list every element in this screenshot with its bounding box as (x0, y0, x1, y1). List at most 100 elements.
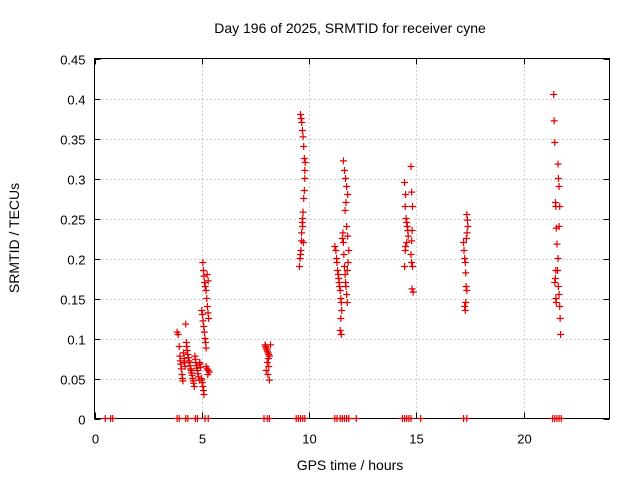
data-point-marker (188, 371, 196, 379)
data-point-marker (342, 283, 350, 290)
data-point-marker (339, 229, 347, 237)
data-point-marker (555, 291, 563, 298)
data-point-marker (204, 371, 212, 378)
data-point-marker (343, 223, 351, 230)
x-tick-label: 5 (199, 432, 206, 447)
data-point-marker (461, 307, 469, 314)
data-point-marker (407, 415, 415, 422)
data-point-marker (295, 263, 303, 270)
data-point-marker (460, 239, 468, 246)
data-point-marker (190, 383, 198, 390)
data-point-marker (462, 299, 470, 306)
data-point-marker (299, 133, 307, 141)
data-point-marker (265, 363, 273, 370)
data-point-marker (342, 199, 350, 206)
data-point-marker (175, 343, 183, 350)
data-point-marker (463, 211, 471, 218)
data-point-marker (204, 277, 212, 285)
data-point-marker (299, 208, 307, 216)
data-point-marker (550, 117, 558, 125)
data-point-marker (409, 288, 417, 296)
data-point-marker (204, 415, 212, 422)
data-point-marker (185, 359, 193, 366)
data-point-marker (550, 91, 558, 98)
data-point-marker (342, 175, 350, 182)
data-point-marker (196, 360, 204, 368)
data-point-marker (409, 203, 417, 210)
data-point-marker (300, 143, 308, 150)
data-point-marker (401, 247, 409, 254)
data-point-marker (202, 344, 210, 352)
data-point-marker (338, 307, 346, 314)
data-point-marker (205, 315, 213, 322)
data-point-marker (462, 235, 470, 242)
data-point-marker (463, 415, 471, 422)
data-point-marker (556, 303, 564, 310)
data-point-marker (556, 315, 564, 322)
data-point-marker (337, 299, 345, 306)
data-point-marker (336, 283, 344, 290)
data-point-marker (407, 163, 415, 170)
data-point-marker (403, 239, 411, 246)
data-point-marker (404, 232, 412, 240)
data-point-marker (401, 263, 409, 270)
data-point-marker (199, 259, 207, 266)
data-point-marker (109, 415, 117, 422)
data-point-marker (300, 155, 308, 162)
data-point-marker (463, 229, 471, 237)
data-point-marker (554, 283, 562, 290)
x-tick-label: 0 (92, 432, 99, 447)
y-tick-label: 0.45 (60, 53, 85, 68)
data-point-marker (266, 341, 274, 349)
data-point-marker (460, 247, 468, 254)
grid (94, 58, 610, 419)
data-point-marker (407, 251, 415, 258)
data-point-marker (337, 331, 345, 338)
data-point-marker (202, 287, 210, 294)
data-point-marker (461, 259, 469, 266)
data-point-marker (300, 195, 308, 202)
data-point-marker (408, 285, 416, 293)
data-point-marker (341, 207, 349, 214)
axis-ticks: 0 0.05 0.1 0.15 0.2 0.25 0.3 0.35 0.4 0.45 0 5 10 15 2… (60, 53, 610, 447)
data-point-marker (334, 267, 342, 274)
data-point-marker (301, 175, 309, 182)
data-point-marker (463, 287, 471, 294)
data-point-marker (263, 347, 271, 355)
data-point-marker (337, 315, 345, 322)
data-point-marker (553, 240, 561, 248)
data-point-marker (463, 216, 471, 224)
data-point-marker (184, 415, 192, 422)
data-point-marker (336, 287, 344, 294)
data-point-marker (200, 328, 208, 336)
data-point-marker (199, 383, 207, 390)
data-point-marker (344, 259, 352, 266)
data-point-marker (402, 191, 410, 198)
data-point-marker (183, 347, 191, 354)
data-point-marker (336, 327, 344, 334)
data-point-marker (301, 415, 309, 422)
x-axis-label: GPS time / hours (297, 457, 404, 473)
data-point-marker (265, 376, 273, 384)
data-point-marker (175, 415, 183, 422)
data-point-marker (557, 415, 565, 422)
data-point-marker (343, 267, 351, 274)
y-tick-label: 0.4 (67, 93, 85, 108)
data-point-marker (343, 291, 351, 298)
data-point-marker (197, 363, 205, 371)
data-point-marker (298, 119, 306, 126)
data-point-marker (552, 299, 560, 306)
data-point-marker (194, 415, 201, 422)
data-point-marker (200, 323, 208, 330)
data-point-marker (555, 223, 563, 230)
chart-title: Day 196 of 2025, SRMTID for receiver cyn… (214, 20, 486, 36)
data-point-marker (263, 359, 271, 366)
data-point-marker (198, 311, 206, 318)
data-point-marker (298, 229, 306, 237)
data-point-marker (402, 215, 410, 222)
data-point-marker (198, 379, 206, 386)
data-point-marker (265, 415, 273, 422)
y-tick-label: 0 (78, 413, 85, 428)
data-point-marker (201, 283, 209, 290)
data-point-marker (186, 362, 194, 370)
